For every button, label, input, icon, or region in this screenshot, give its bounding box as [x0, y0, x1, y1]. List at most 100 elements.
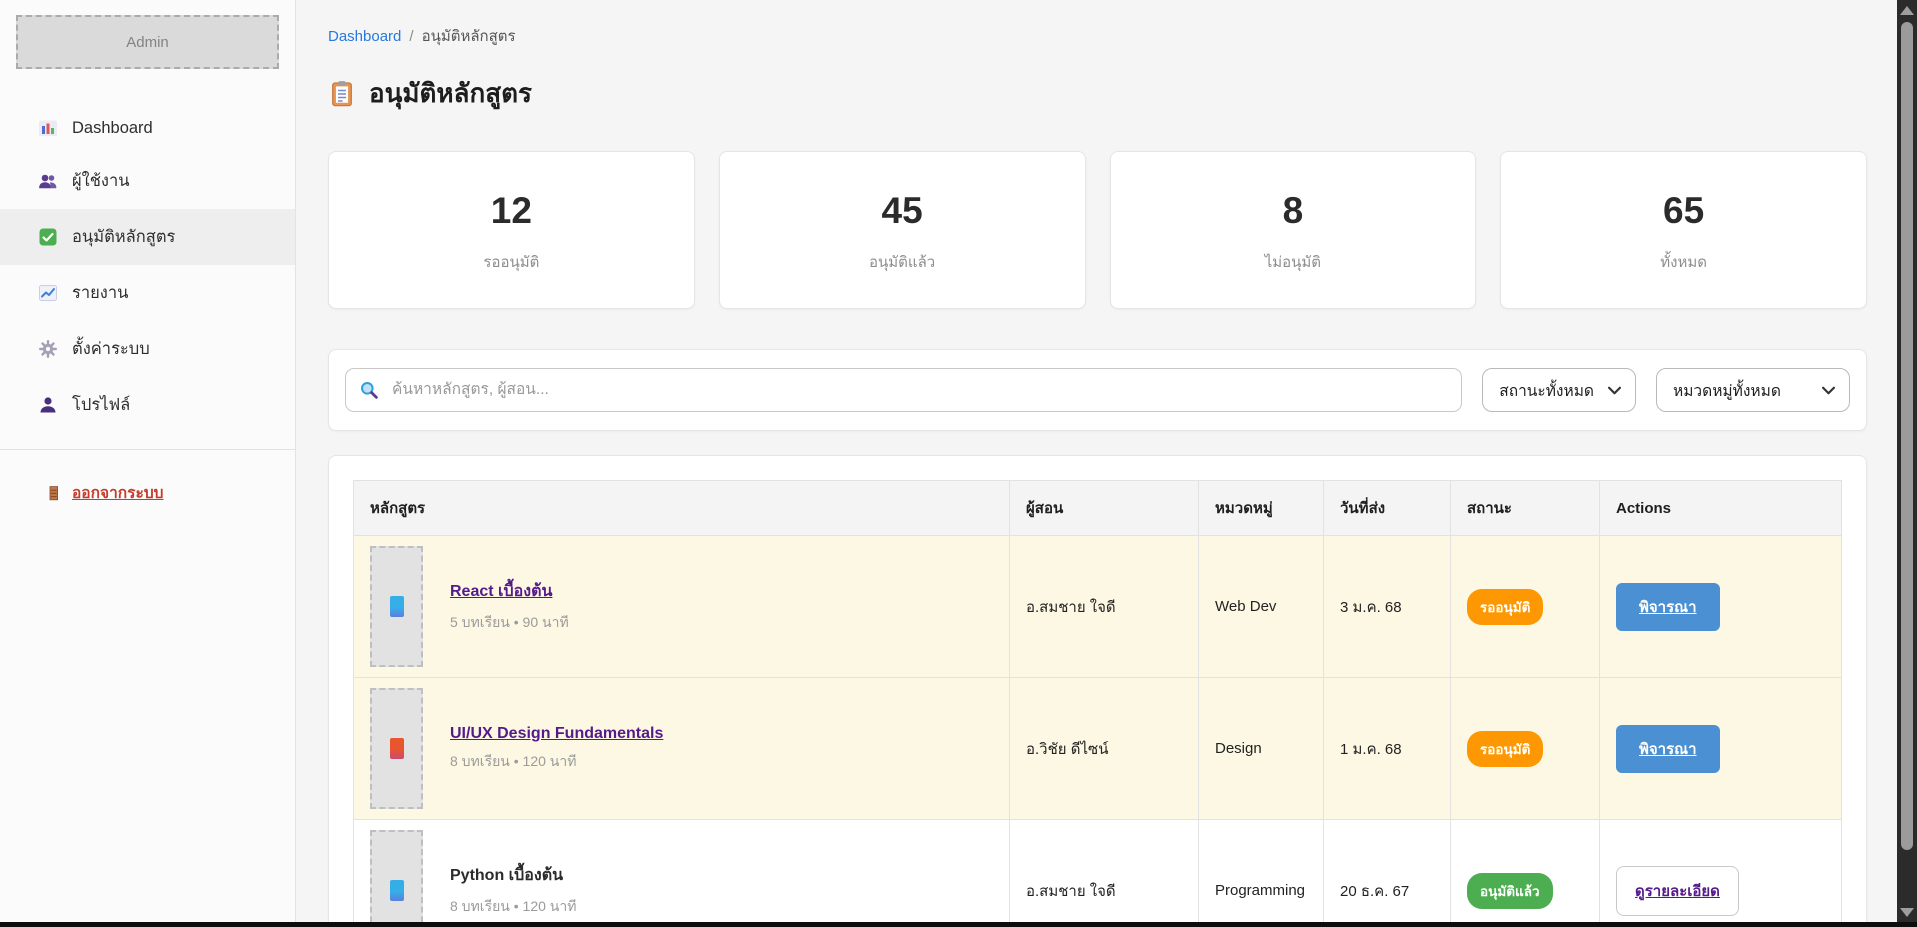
sidebar-item-profile[interactable]: โปรไฟล์ [0, 377, 295, 433]
status-badge: รออนุมัติ [1467, 588, 1544, 625]
date-cell: 3 ม.ค. 68 [1323, 535, 1451, 678]
stat-label: ทั้งหมด [1660, 254, 1707, 271]
chevron-down-icon [1822, 386, 1835, 394]
scrollbar-up-arrow-icon[interactable] [1900, 6, 1914, 15]
breadcrumb-separator: / [409, 28, 414, 45]
search-input[interactable] [345, 368, 1463, 412]
sidebar: Admin Dashboard ผู้ใช้งาน อนุมัติหลักสูต… [0, 0, 296, 927]
course-title: Python เบื้องต้น [450, 867, 564, 884]
scrollbar-down-arrow-icon[interactable] [1900, 908, 1914, 917]
course-meta: 5 บทเรียน • 90 นาที [450, 614, 569, 630]
category-filter-select[interactable]: หมวดหมู่ทั้งหมด [1656, 368, 1850, 412]
vertical-scrollbar[interactable] [1897, 0, 1917, 927]
instructor-cell: อ.วิชัย ดีไซน์ [1009, 677, 1199, 820]
search-wrap [345, 368, 1463, 412]
review-button[interactable]: พิจารณา [1616, 582, 1720, 631]
logout-label: ออกจากระบบ [72, 485, 164, 502]
category-cell: Web Dev [1198, 535, 1324, 678]
sidebar-item-label: โปรไฟล์ [72, 396, 131, 414]
sidebar-item-reports[interactable]: รายงาน [0, 265, 295, 321]
stat-label: รออนุมัติ [483, 254, 540, 271]
course-title-link[interactable]: UI/UX Design Fundamentals [450, 724, 664, 742]
sidebar-item-course-approval[interactable]: อนุมัติหลักสูตร [0, 209, 295, 265]
approve-check-icon [38, 227, 58, 247]
profile-icon [38, 395, 58, 415]
gear-icon [38, 339, 58, 359]
header-date: วันที่ส่ง [1323, 480, 1451, 536]
stat-value: 45 [881, 190, 923, 231]
scrollbar-thumb[interactable] [1901, 22, 1913, 850]
stat-card-total: 65 ทั้งหมด [1500, 151, 1867, 309]
course-meta: 8 บทเรียน • 120 นาที [450, 898, 577, 914]
category-cell: Programming [1198, 819, 1324, 927]
chevron-down-icon [1608, 386, 1621, 394]
breadcrumb-current: อนุมัติหลักสูตร [421, 28, 516, 45]
breadcrumb-dashboard-link[interactable]: Dashboard [328, 28, 402, 45]
table-row: React เบื้องต้น 5 บทเรียน • 90 นาที อ.สม… [353, 535, 1842, 678]
category-filter-value: หมวดหมู่ทั้งหมด [1673, 382, 1781, 400]
stat-card-approved: 45 อนุมัติแล้ว [718, 151, 1086, 309]
date-cell: 20 ธ.ค. 67 [1323, 819, 1451, 927]
view-details-button[interactable]: ดูรายละเอียด [1616, 865, 1739, 916]
course-info: Python เบื้องต้น 8 บทเรียน • 120 นาที [370, 830, 993, 927]
logout-button[interactable]: ออกจากระบบ [0, 472, 295, 513]
status-badge: รออนุมัติ [1467, 730, 1544, 767]
course-table: หลักสูตร ผู้สอน หมวดหมู่ วันที่ส่ง สถานะ… [353, 480, 1842, 927]
broken-image-icon [389, 738, 404, 759]
stat-card-pending: 12 รออนุมัติ [328, 151, 695, 309]
course-thumbnail-placeholder [370, 546, 423, 667]
bar-chart-icon [38, 118, 58, 138]
course-thumbnail-placeholder [370, 688, 423, 809]
broken-image-icon [389, 596, 404, 617]
table-row: UI/UX Design Fundamentals 8 บทเรียน • 12… [353, 677, 1842, 820]
sidebar-item-users[interactable]: ผู้ใช้งาน [0, 153, 295, 209]
stat-label: อนุมัติแล้ว [869, 254, 936, 271]
course-title-link[interactable]: React เบื้องต้น [450, 583, 553, 600]
sidebar-nav: Dashboard ผู้ใช้งาน อนุมัติหลักสูตร รายง… [0, 103, 295, 433]
status-filter-value: สถานะทั้งหมด [1499, 382, 1594, 400]
window-bottom-edge [0, 922, 1917, 927]
date-cell: 1 ม.ค. 68 [1323, 677, 1451, 820]
sidebar-item-label: ผู้ใช้งาน [72, 172, 130, 190]
breadcrumb: Dashboard / อนุมัติหลักสูตร [328, 24, 1867, 48]
filter-bar: สถานะทั้งหมด หมวดหมู่ทั้งหมด [328, 349, 1867, 431]
sidebar-item-label: รายงาน [72, 284, 129, 302]
header-category: หมวดหมู่ [1198, 480, 1324, 536]
review-button[interactable]: พิจารณา [1616, 724, 1720, 773]
course-thumbnail-placeholder [370, 830, 423, 927]
category-cell: Design [1198, 677, 1324, 820]
header-status: สถานะ [1450, 480, 1600, 536]
stat-cards: 12 รออนุมัติ 45 อนุมัติแล้ว 8 ไม่อนุมัติ… [328, 151, 1867, 309]
sidebar-item-label: Dashboard [72, 118, 153, 137]
status-badge: อนุมัติแล้ว [1467, 872, 1553, 909]
clipboard-icon [332, 80, 352, 106]
course-info: UI/UX Design Fundamentals 8 บทเรียน • 12… [370, 688, 993, 809]
users-icon [38, 171, 58, 191]
admin-logo-label: Admin [126, 33, 169, 51]
header-course: หลักสูตร [353, 480, 1010, 536]
instructor-cell: อ.สมชาย ใจดี [1009, 535, 1199, 678]
sidebar-item-label: อนุมัติหลักสูตร [72, 228, 176, 246]
header-instructor: ผู้สอน [1009, 480, 1199, 536]
sidebar-item-dashboard[interactable]: Dashboard [0, 103, 295, 153]
table-row: Python เบื้องต้น 8 บทเรียน • 120 นาที อ.… [353, 819, 1842, 927]
course-table-card: หลักสูตร ผู้สอน หมวดหมู่ วันที่ส่ง สถานะ… [328, 455, 1867, 927]
sidebar-item-label: ตั้งค่าระบบ [72, 340, 150, 358]
stat-label: ไม่อนุมัติ [1264, 254, 1322, 271]
status-filter-select[interactable]: สถานะทั้งหมด [1482, 368, 1636, 412]
sidebar-divider [0, 449, 295, 450]
stat-value: 65 [1663, 190, 1705, 231]
course-info: React เบื้องต้น 5 บทเรียน • 90 นาที [370, 546, 993, 667]
report-chart-icon [38, 283, 58, 303]
broken-image-icon [389, 880, 404, 901]
stat-card-rejected: 8 ไม่อนุมัติ [1109, 151, 1477, 309]
stat-value: 12 [490, 190, 532, 231]
instructor-cell: อ.สมชาย ใจดี [1009, 819, 1199, 927]
header-actions: Actions [1599, 480, 1842, 536]
sidebar-item-settings[interactable]: ตั้งค่าระบบ [0, 321, 295, 377]
admin-logo-box: Admin [16, 15, 279, 69]
course-meta: 8 บทเรียน • 120 นาที [450, 752, 577, 769]
main-content: Dashboard / อนุมัติหลักสูตร อนุมัติหลักสูต… [296, 0, 1897, 927]
table-header-row: หลักสูตร ผู้สอน หมวดหมู่ วันที่ส่ง สถานะ… [353, 480, 1842, 536]
page-title-text: อนุมัติหลักสูตร [369, 78, 532, 108]
